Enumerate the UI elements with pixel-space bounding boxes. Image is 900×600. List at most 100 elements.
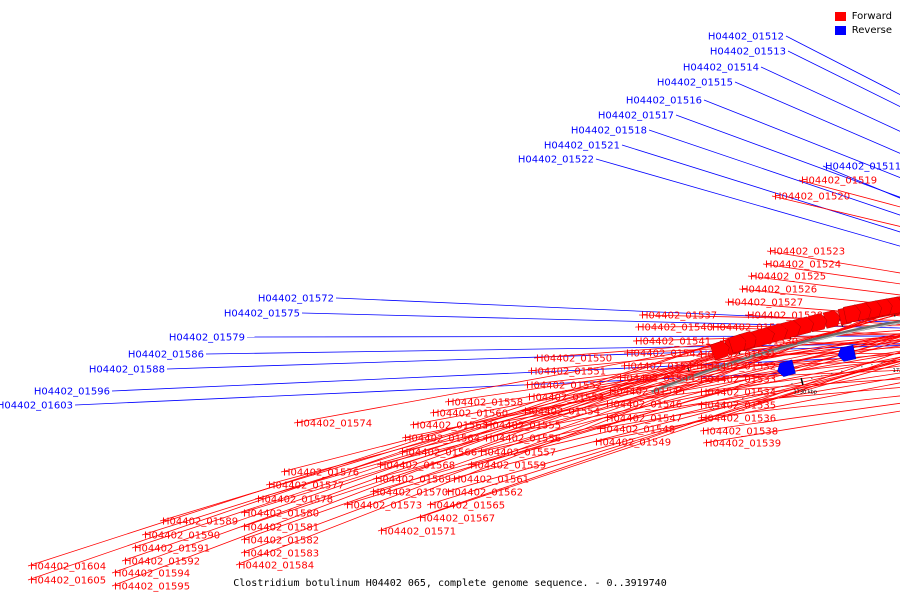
gene-label[interactable]: H04402_01514	[683, 63, 759, 74]
gene-label[interactable]: H04402_01566	[401, 448, 477, 459]
gene-label[interactable]: H04402_01551	[530, 367, 606, 378]
gene-label[interactable]: H04402_01580	[243, 509, 319, 520]
gene-label[interactable]: H04402_01565	[429, 501, 505, 512]
gene-label[interactable]: H04402_01572	[258, 294, 334, 305]
gene-label[interactable]: H04402_01591	[134, 544, 210, 555]
gene-label[interactable]: H04402_01586	[128, 350, 204, 361]
gene-label[interactable]: H04402_01571	[380, 527, 456, 538]
gene-label[interactable]: H04402_01526	[741, 285, 817, 296]
gene-label[interactable]: H04402_01511	[825, 162, 900, 173]
gene-label[interactable]: H04402_01575	[224, 309, 300, 320]
gene-label[interactable]: H04402_01543	[623, 362, 699, 373]
gene-label[interactable]: H04402_01605	[30, 576, 106, 587]
gene-label[interactable]: H04402_01577	[268, 481, 344, 492]
gene-label[interactable]: H04402_01556	[485, 434, 561, 445]
gene-label[interactable]: H04402_01529	[712, 323, 788, 334]
gene-label[interactable]: H04402_01561	[453, 475, 529, 486]
gene-label[interactable]: H04402_01555	[485, 421, 561, 432]
gene-label[interactable]: H04402_01583	[243, 549, 319, 560]
gene-label[interactable]: H04402_01594	[114, 569, 190, 580]
gene-label[interactable]: H04402_01516	[626, 96, 702, 107]
gene-label[interactable]: H04402_01527	[727, 298, 803, 309]
gene-label[interactable]: H04402_01549	[595, 438, 671, 449]
gene-label[interactable]: H04402_01535	[700, 401, 776, 412]
gene-label[interactable]: H04402_01521	[544, 141, 620, 152]
scale-minor-tick	[761, 391, 764, 393]
gene-label[interactable]: H04402_01581	[243, 523, 319, 534]
leader-line	[747, 275, 900, 296]
gene-label[interactable]: H04402_01558	[447, 398, 523, 409]
leader-line	[596, 376, 900, 430]
gene-label[interactable]: H04402_01563	[412, 421, 488, 432]
gene-label[interactable]: H04402_01534	[700, 388, 776, 399]
gene-label[interactable]: H04402_01518	[571, 126, 647, 137]
forward-feature	[843, 304, 861, 324]
gene-label[interactable]: H04402_01513	[710, 47, 786, 58]
leader-line	[240, 307, 900, 554]
gene-label[interactable]: H04402_01544	[619, 374, 695, 385]
gene-label[interactable]: H04402_01589	[162, 517, 238, 528]
gene-label[interactable]: H04402_01564	[404, 434, 480, 445]
gene-label[interactable]: H04402_01570	[372, 488, 448, 499]
scale-minor-tick	[841, 370, 843, 372]
gene-label[interactable]: H04402_01552	[526, 381, 602, 392]
gene-label[interactable]: H04402_01525	[750, 272, 826, 283]
gene-label[interactable]: H04402_01531	[700, 350, 776, 361]
forward-feature	[749, 327, 775, 349]
gene-label[interactable]: H04402_01537	[641, 311, 717, 322]
gene-label[interactable]: H04402_01524	[765, 260, 841, 271]
gene-label[interactable]: H04402_01576	[283, 468, 359, 479]
gene-label[interactable]: H04402_01579	[169, 333, 245, 344]
leader-line	[592, 382, 900, 443]
gene-label[interactable]: H04402_01548	[599, 425, 675, 436]
gene-label[interactable]: H04402_01582	[243, 536, 319, 547]
gene-label[interactable]: H04402_01546	[606, 400, 682, 411]
gene-label[interactable]: H04402_01592	[124, 557, 200, 568]
gene-label[interactable]: H04402_01512	[708, 32, 784, 43]
gene-label[interactable]: H04402_01604	[30, 562, 106, 573]
leader-line	[648, 129, 900, 216]
gene-label[interactable]: H04402_01542	[626, 349, 702, 360]
gene-label[interactable]: H04402_01590	[144, 531, 220, 542]
scale-minor-tick	[713, 407, 715, 409]
gene-label[interactable]: H04402_01536	[700, 414, 776, 425]
gene-label[interactable]: H04402_01540	[637, 323, 713, 334]
map-caption: Clostridium botulinum H04402 065, comple…	[233, 578, 667, 589]
gene-label[interactable]: H04402_01539	[705, 439, 781, 450]
gene-label[interactable]: H04402_01541	[635, 337, 711, 348]
gene-label[interactable]: H04402_01588	[89, 365, 165, 376]
gene-label[interactable]: H04402_01559	[470, 461, 546, 472]
gene-label[interactable]: H04402_01545	[609, 387, 685, 398]
gene-label[interactable]: H04402_01568	[379, 461, 455, 472]
legend-forward: Forward	[834, 9, 892, 23]
gene-label[interactable]: H04402_01530	[722, 337, 798, 348]
gene-label[interactable]: H04402_01574	[296, 419, 372, 430]
gene-label[interactable]: H04402_01596	[34, 387, 110, 398]
gene-label[interactable]: H04402_01538	[702, 427, 778, 438]
gene-label[interactable]: H04402_01578	[257, 495, 333, 506]
gene-label[interactable]: H04402_01569	[375, 475, 451, 486]
gene-label[interactable]: H04402_01584	[238, 561, 314, 572]
gene-label[interactable]: H04402_01533	[700, 375, 776, 386]
gene-label[interactable]: H04402_01520	[774, 192, 850, 203]
gene-label[interactable]: H04402_01553	[528, 393, 604, 404]
gene-label[interactable]: H04402_01550	[536, 354, 612, 365]
gene-label[interactable]: H04402_01522	[518, 155, 594, 166]
gene-label[interactable]: H04402_01528	[747, 311, 823, 322]
gene-label[interactable]: H04402_01523	[769, 247, 845, 258]
gene-label[interactable]: H04402_01515	[657, 78, 733, 89]
gene-label[interactable]: H04402_01547	[606, 414, 682, 425]
gene-label[interactable]: H04402_01562	[447, 488, 523, 499]
gene-label[interactable]: H04402_01557	[480, 448, 556, 459]
gene-label[interactable]: H04402_01554	[524, 407, 600, 418]
gene-label[interactable]: H04402_01517	[598, 111, 674, 122]
gene-label[interactable]: H04402_01532	[700, 362, 776, 373]
gene-label[interactable]: H04402_01603	[0, 401, 73, 412]
gene-label[interactable]: H04402_01595	[114, 582, 190, 593]
leader-line	[376, 335, 900, 466]
gene-label[interactable]: H04402_01519	[801, 176, 877, 187]
gene-label[interactable]: H04402_01573	[346, 501, 422, 512]
leader-line	[533, 330, 900, 359]
gene-label[interactable]: H04402_01567	[419, 514, 495, 525]
gene-label[interactable]: H04402_01560	[432, 409, 508, 420]
